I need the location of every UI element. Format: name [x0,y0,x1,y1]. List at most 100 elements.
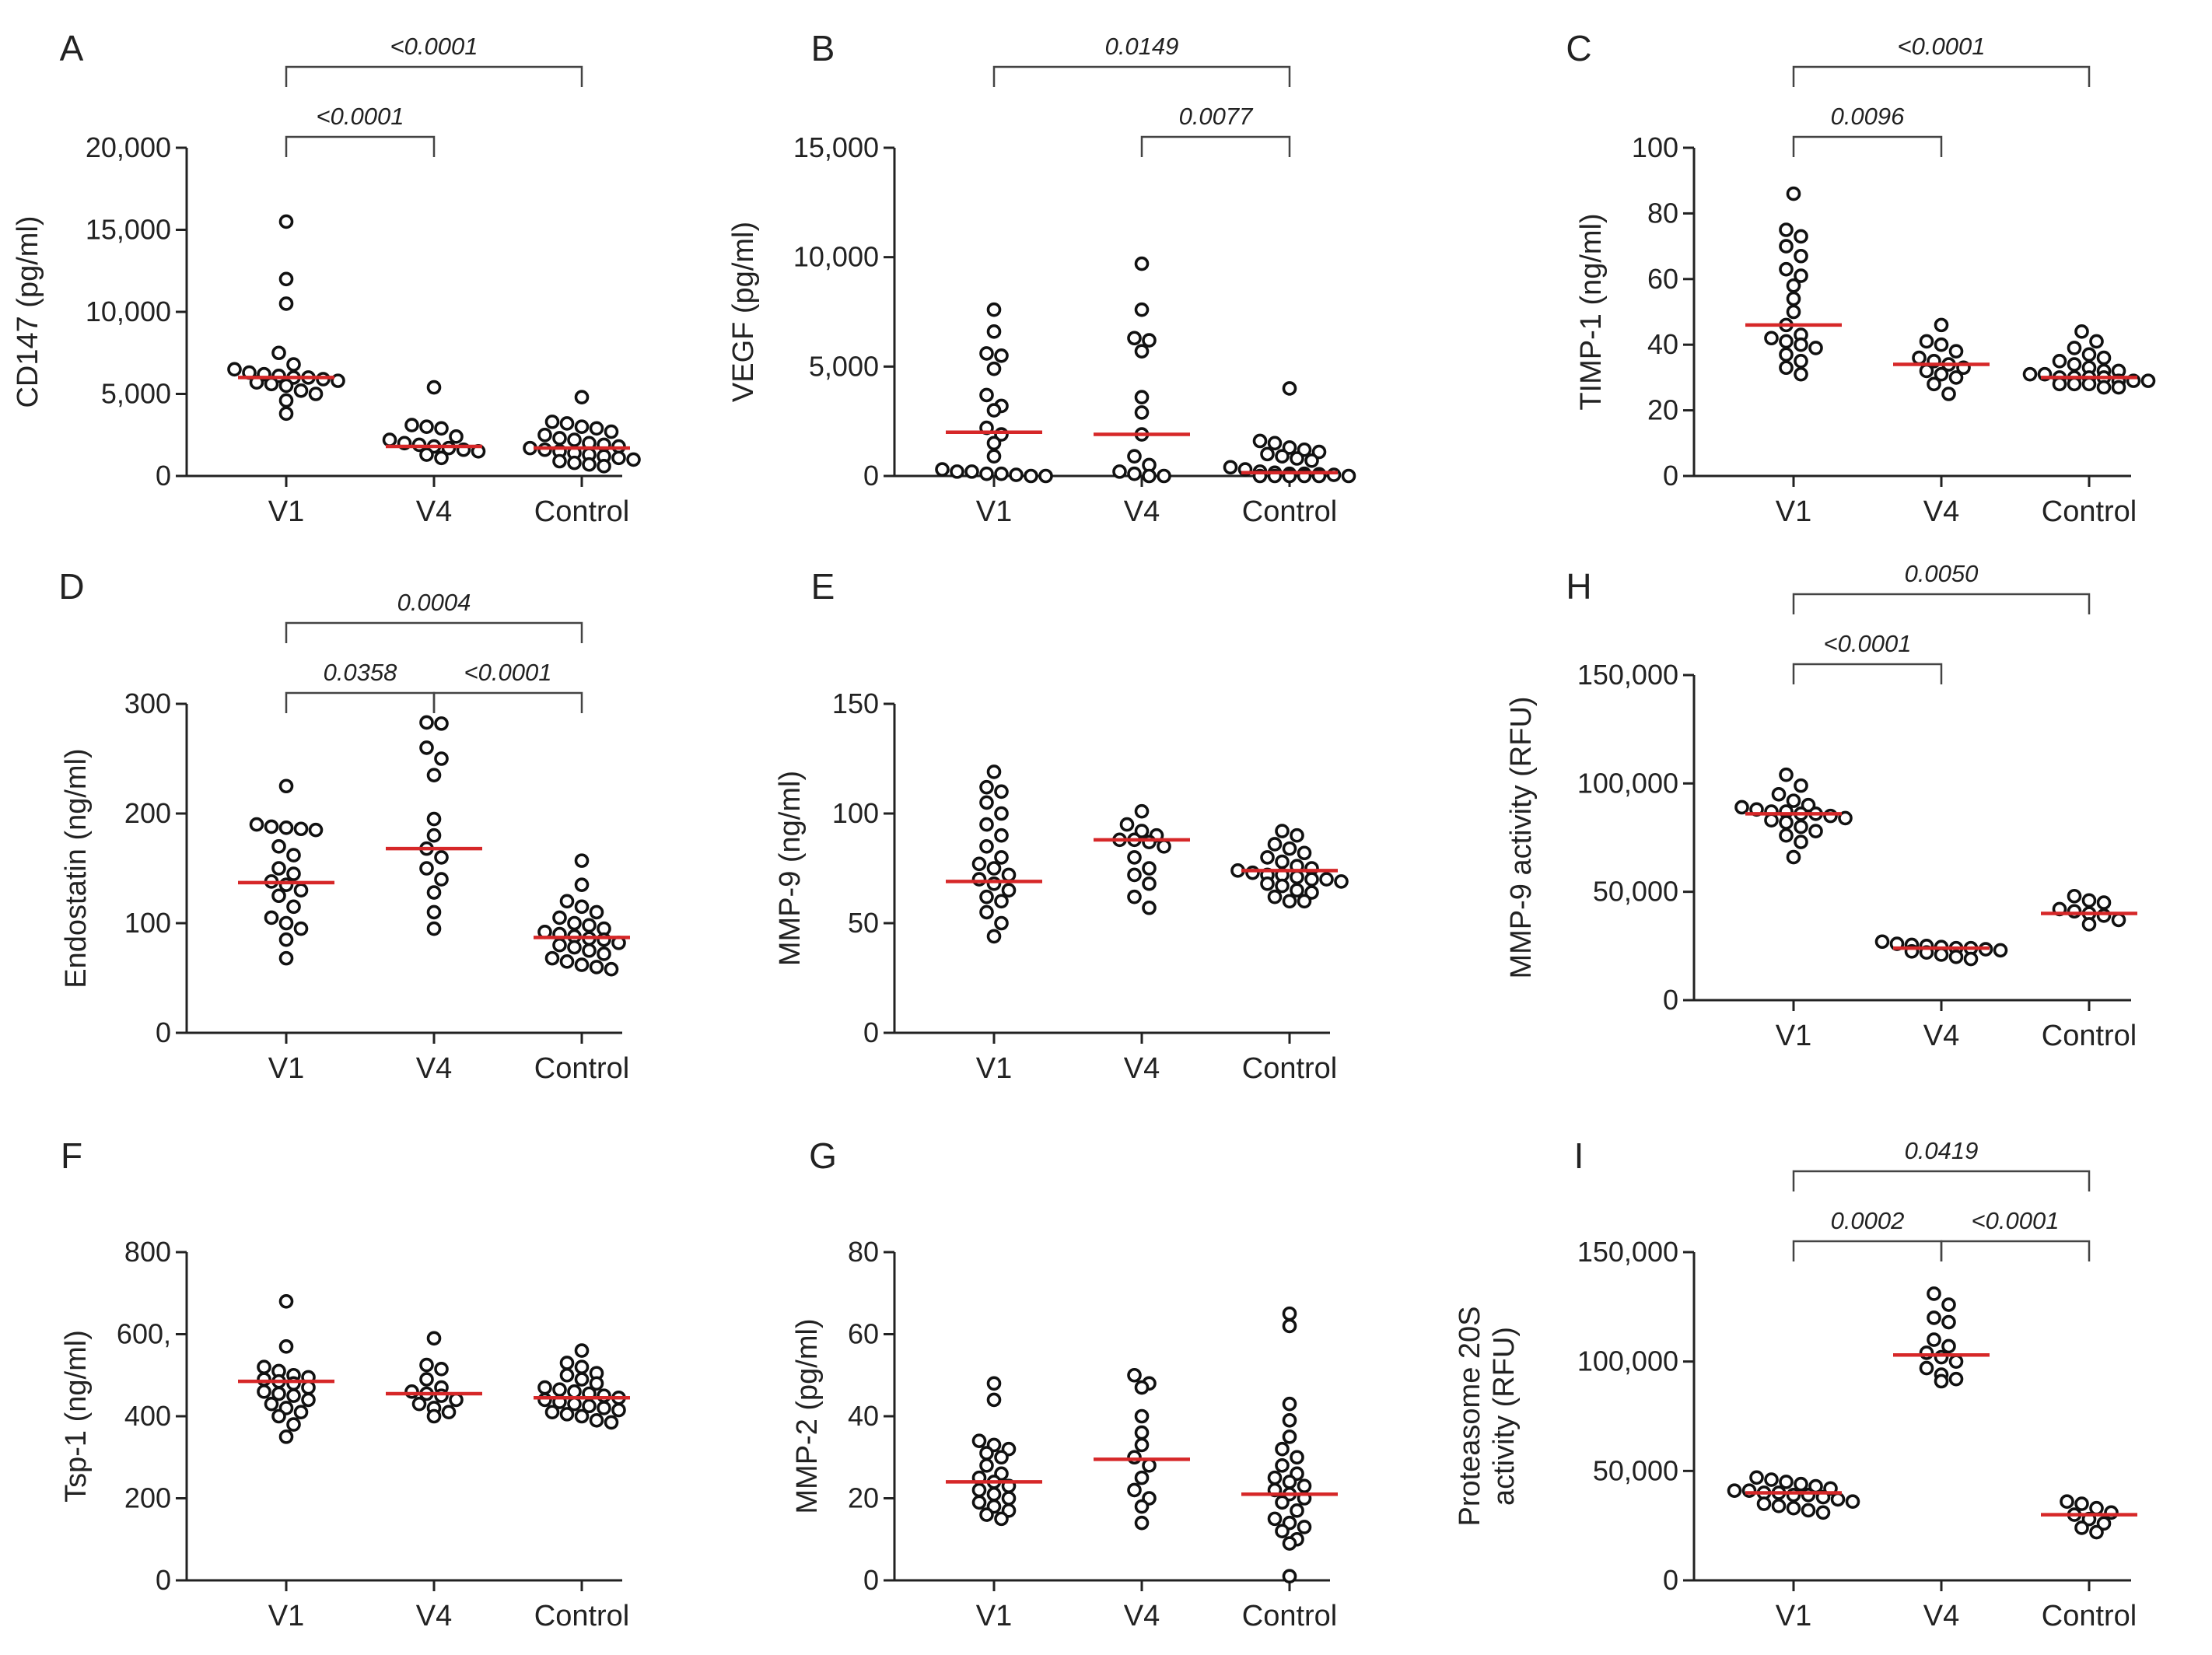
data-point-v4 [1134,1408,1150,1424]
data-point-v1 [1801,1503,1816,1518]
data-point-control [597,1388,611,1403]
data-point-v1 [1779,360,1794,376]
data-point-v4 [1963,951,1979,967]
data-point-v1 [301,1380,316,1395]
data-point-v4 [419,715,434,730]
data-point-control [574,1359,590,1374]
data-point-v1 [994,915,1009,931]
data-point-control [1297,1478,1312,1493]
data-point-v4 [404,1384,419,1399]
x-tick-label-control: Control [534,1052,630,1085]
data-point-v1 [1830,1492,1846,1507]
data-point-control [589,421,604,436]
data-point-v1 [986,1486,1002,1502]
y-tick-label: 800 [124,1236,171,1268]
data-point-v1 [331,373,345,388]
x-tick-label-control: Control [534,495,630,528]
x-tick-label-control: Control [1242,1052,1338,1085]
data-point-control [1282,1318,1297,1334]
y-tick-label: 0 [156,1016,171,1048]
data-point-control [1275,878,1290,894]
data-point-control [1304,885,1319,900]
data-point-control [552,431,567,446]
data-point-v4 [1134,1499,1150,1514]
data-point-control [2022,366,2038,382]
y-tick-label: 150,000 [1577,1236,1678,1268]
data-point-v1 [979,346,994,361]
data-point-v4 [1874,934,1890,950]
data-point-control [567,432,582,447]
data-point-control [1290,1503,1304,1518]
data-point-control [2081,347,2097,362]
panel-letter: G [809,1135,837,1176]
x-tick-label-v4: V4 [1124,1600,1160,1632]
data-point-control [567,915,582,931]
data-point-control [597,459,611,474]
panel-letter: A [60,28,84,68]
data-point-control [567,1384,582,1399]
data-point-control [1297,845,1312,861]
data-point-v1 [271,888,286,904]
data-point-v1 [1779,222,1794,237]
data-point-v1 [1001,883,1017,897]
data-point-v4 [1127,889,1142,904]
p-value-label: 0.0050 [1905,560,1979,587]
data-point-control [574,899,590,915]
data-point-control [544,415,560,429]
x-tick-label-v1: V1 [268,1600,304,1632]
data-point-control [567,939,582,955]
data-point-v1 [971,1482,987,1498]
x-tick-label-control: Control [1242,495,1338,528]
data-point-control [559,1367,575,1383]
p-value-label: 0.0077 [1179,103,1255,130]
data-point-control [552,937,567,953]
data-point-v1 [1823,808,1838,824]
data-point-control [1282,1569,1297,1584]
data-point-v1 [271,345,286,361]
y-tick-label: 100 [1632,131,1678,163]
panel-letter: H [1566,566,1591,607]
data-point-v1 [1794,1476,1808,1492]
data-point-v1 [979,817,994,832]
data-point-v4 [1134,1515,1150,1531]
data-point-v4 [1142,861,1157,876]
data-point-v4 [1142,900,1157,915]
data-point-control [1275,1441,1290,1457]
data-point-v4 [434,872,449,887]
data-point-v4 [1134,1425,1150,1440]
data-point-v1 [979,1446,994,1461]
data-point-control [2104,1505,2119,1520]
data-point-control [597,946,611,961]
panel-h: H 0 50,000 100,000 150,000 MMP-9 activity (RF… [1505,560,2137,1052]
data-point-v1 [1786,291,1801,306]
data-point-v1 [278,378,294,394]
data-point-v4 [426,811,442,827]
data-point-v1 [979,889,994,904]
data-point-control [1290,869,1304,885]
data-point-control [1304,872,1319,887]
data-point-v1 [1794,834,1808,849]
data-point-v1 [986,302,1002,317]
panel-letter: I [1574,1135,1584,1176]
data-point-v1 [1794,337,1808,352]
x-tick-label-v1: V1 [1776,1020,1811,1052]
y-tick-label: 600, [117,1318,171,1350]
data-point-v1 [278,214,294,229]
y-tick-label: 200 [124,1482,171,1514]
data-point-v4 [1927,1310,1941,1325]
y-tick-label: 0 [1663,1564,1678,1596]
x-tick-label-v4: V4 [1923,495,1959,528]
data-point-v4 [426,1408,442,1424]
data-point-v4 [419,419,434,435]
y-axis-label: TIMP-1 (ng/ml) [1575,213,1608,410]
data-point-v1 [278,406,294,422]
y-tick-label: 0 [1663,460,1678,492]
x-tick-label-v4: V4 [416,1600,452,1632]
data-point-v4 [1112,464,1127,479]
significance-bracket [1792,593,2091,614]
data-point-control [1275,1458,1290,1473]
data-point-control [1290,883,1304,897]
significance-bracket [1792,1170,2091,1191]
data-point-v1 [249,817,264,832]
data-point-v1 [1786,278,1801,293]
